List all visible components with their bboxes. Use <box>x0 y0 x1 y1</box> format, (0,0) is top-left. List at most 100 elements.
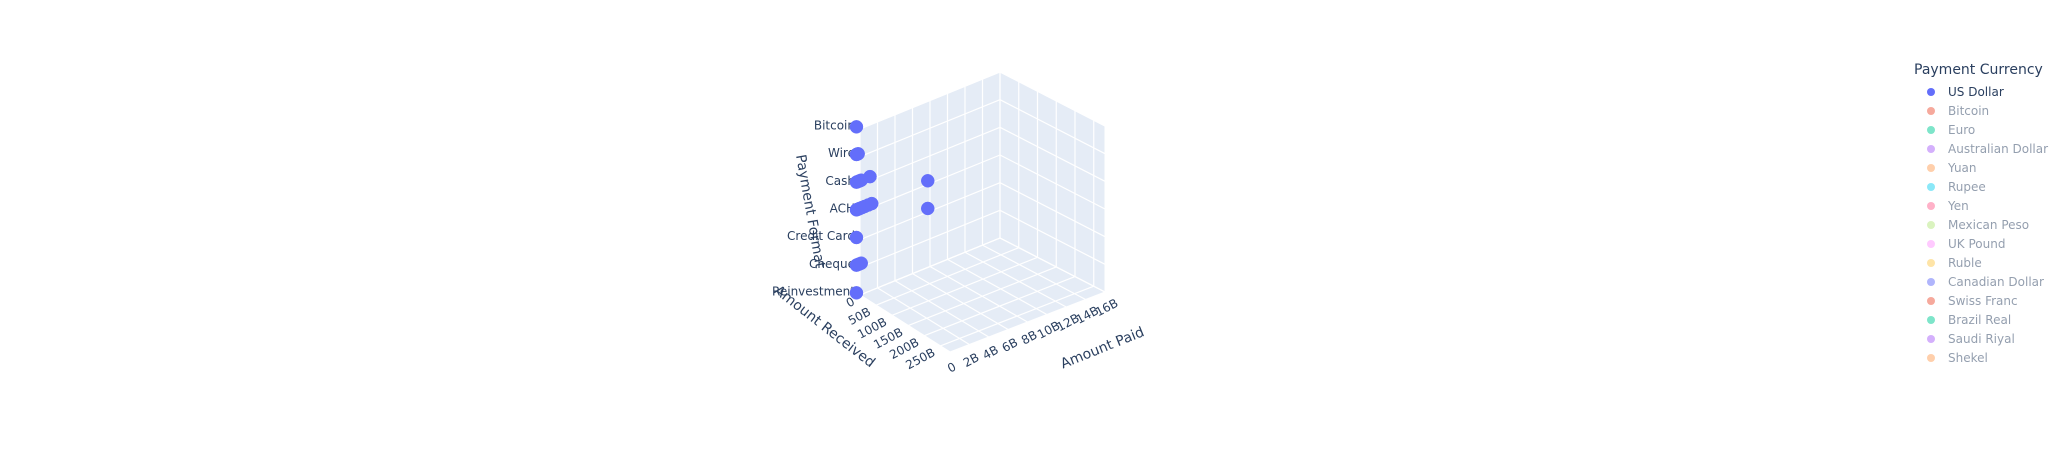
grid-line <box>999 99 1106 155</box>
grid-line <box>924 276 1076 337</box>
legend-marker-icon <box>1927 87 1935 96</box>
x-tick-label: 4B <box>980 343 1001 363</box>
data-point[interactable] <box>851 147 865 161</box>
legend-marker-icon <box>1927 277 1935 286</box>
legend-item[interactable]: Yen <box>1914 196 2064 215</box>
legend-marker-icon <box>1927 353 1935 362</box>
legend-label: Australian Dollar <box>1948 141 2049 156</box>
data-point[interactable] <box>849 286 864 300</box>
legend-item[interactable]: Rupee <box>1914 177 2064 196</box>
legend: Payment Currency US Dollar Bitcoin Euro Aus… <box>1914 62 2064 367</box>
legend-marker-icon <box>1927 315 1935 324</box>
grid-line <box>999 126 1106 182</box>
legend-item[interactable]: Euro <box>1914 120 2064 139</box>
legend-label: Ruble <box>1948 255 1982 270</box>
grid-line <box>999 209 1106 265</box>
legend-item[interactable]: Shekel <box>1914 348 2064 367</box>
x-tick-label: 6B <box>1000 335 1021 355</box>
legend-label: Euro <box>1948 122 1976 137</box>
legend-label: US Dollar <box>1948 84 2004 99</box>
grid-line <box>859 71 1001 130</box>
legend-item[interactable]: Yuan <box>1914 158 2064 177</box>
legend-marker-icon <box>1927 106 1935 115</box>
data-point[interactable] <box>863 169 877 184</box>
grid-line <box>859 237 1001 296</box>
grid-line <box>907 266 1057 327</box>
legend-label: Yen <box>1948 198 1969 213</box>
data-point[interactable] <box>921 174 935 188</box>
legend-item[interactable]: Canadian Dollar <box>1914 272 2064 291</box>
data-points <box>849 120 935 300</box>
legend-marker-icon <box>1927 258 1935 267</box>
legend-label: Canadian Dollar <box>1948 274 2044 289</box>
legend-title: Payment Currency <box>1914 62 2043 78</box>
legend-item[interactable]: Brazil Real <box>1914 310 2064 329</box>
legend-label: Brazil Real <box>1948 312 2012 327</box>
z-tick-label: Wire <box>828 146 855 160</box>
z-tick-label: Bitcoin <box>814 119 855 133</box>
legend-marker-icon <box>1927 239 1935 248</box>
legend-item[interactable]: Swiss Franc <box>1914 291 2064 310</box>
legend-marker-icon <box>1927 125 1935 134</box>
legend-label: Mexican Peso <box>1948 217 2030 232</box>
x-tick-label: 8B <box>1019 328 1040 348</box>
data-point[interactable] <box>849 120 864 134</box>
z-tick-label: ACH <box>830 202 855 216</box>
legend-item[interactable]: Saudi Riyal <box>1914 329 2064 348</box>
grid-line <box>894 280 990 338</box>
z-tick-label: Credit Card <box>787 229 855 243</box>
z-axis-title: Payment Format <box>792 153 828 270</box>
z-tick-label: Cheque <box>809 257 855 271</box>
legend-item[interactable]: Ruble <box>1914 253 2064 272</box>
legend-item[interactable]: Mexican Peso <box>1914 215 2064 234</box>
data-point[interactable] <box>849 230 864 245</box>
grid-lines <box>859 71 1106 353</box>
legend-marker-icon <box>1927 163 1935 172</box>
grid-line <box>964 251 1067 308</box>
data-point[interactable] <box>854 256 868 270</box>
grid-line <box>859 126 1001 185</box>
legend-marker-icon <box>1927 144 1935 153</box>
grid-line <box>999 237 1106 293</box>
grid-line <box>912 273 1009 331</box>
grid-line <box>999 71 1106 127</box>
legend-marker-icon <box>1927 201 1935 210</box>
legend-items: US Dollar Bitcoin Euro Australian Dollar Yua… <box>1914 82 2064 367</box>
grid-line <box>877 287 970 346</box>
x-tick-label: 16B <box>1093 296 1120 319</box>
legend-item[interactable]: Bitcoin <box>1914 101 2064 120</box>
x-tick-label: 2B <box>961 350 982 370</box>
grid-line <box>940 285 1094 347</box>
grid-line <box>891 256 1038 316</box>
legend-item[interactable]: Australian Dollar <box>1914 139 2064 158</box>
legend-item[interactable]: US Dollar <box>1914 82 2064 101</box>
legend-marker-icon <box>1927 182 1935 191</box>
legend-label: Bitcoin <box>1948 103 1990 118</box>
grid-line <box>875 247 1019 306</box>
grid-line <box>999 154 1106 210</box>
grid-line <box>947 258 1048 316</box>
legend-label: Rupee <box>1948 179 1986 194</box>
grid-line <box>999 182 1106 238</box>
legend-item[interactable]: UK Pound <box>1914 234 2064 253</box>
legend-marker-icon <box>1927 296 1935 305</box>
legend-label: Swiss Franc <box>1948 293 2018 308</box>
x-axis-title: Amount Paid <box>1058 324 1146 372</box>
grid-line <box>859 99 1001 158</box>
legend-label: Saudi Riyal <box>1948 331 2015 346</box>
legend-label: Shekel <box>1948 350 1988 365</box>
grid-line <box>859 294 951 353</box>
grid-line <box>929 265 1028 323</box>
legend-label: UK Pound <box>1948 236 2006 251</box>
data-point[interactable] <box>865 196 879 211</box>
x-tick-label: 0 <box>945 360 958 376</box>
legend-marker-icon <box>1927 220 1935 229</box>
grid-line <box>982 244 1086 301</box>
data-point[interactable] <box>921 201 935 216</box>
z-tick-label: Reinvestment <box>772 285 855 299</box>
z-tick-label: Cash <box>825 174 855 188</box>
legend-label: Yuan <box>1948 160 1977 175</box>
grid-line <box>859 209 1001 268</box>
legend-marker-icon <box>1927 334 1935 343</box>
